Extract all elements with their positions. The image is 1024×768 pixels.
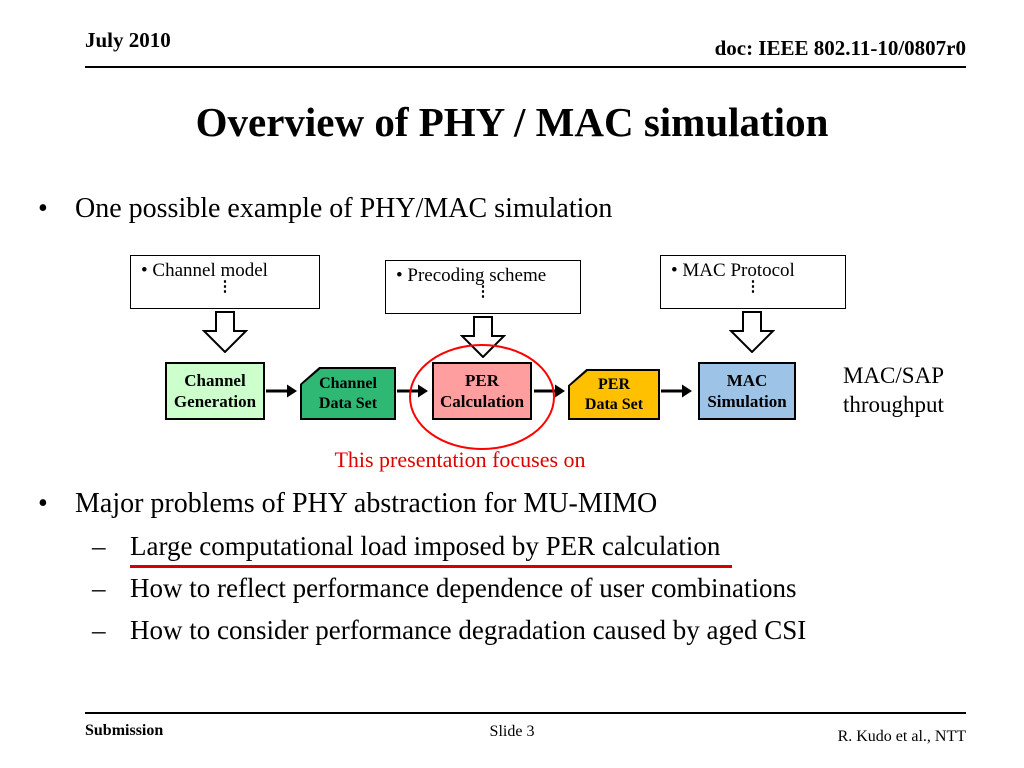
footer-authors: R. Kudo et al., NTT: [837, 728, 966, 745]
flow-box-label-line: Generation: [173, 392, 257, 411]
right-arrow-icon: [266, 384, 297, 398]
card-label-line: Data Set: [318, 394, 378, 412]
bullet-marker: •: [38, 488, 48, 519]
flow-box-label-line: Calculation: [439, 392, 525, 411]
dash-marker: –: [92, 615, 106, 645]
dash-marker: –: [92, 531, 106, 561]
footer-submission: Submission: [85, 722, 164, 739]
down-arrow-icon: [202, 311, 248, 353]
sub-bullet-2: – How to reflect performance dependence …: [92, 573, 796, 604]
card-fill: Channel Data Set: [302, 369, 394, 418]
bullet-text: One possible example of PHY/MAC simulati…: [75, 193, 613, 224]
card-fill: PER Data Set: [570, 371, 658, 418]
page-title: Overview of PHY / MAC simulation: [195, 99, 829, 145]
bullet-item-1: • One possible example of PHY/MAC simula…: [38, 193, 612, 225]
card-label-line: Data Set: [584, 395, 644, 413]
input-box-channel-model: • Channel model ⋮: [130, 255, 320, 309]
footer-slide-number: Slide 3: [489, 723, 535, 740]
output-label-line: MAC/SAP: [843, 363, 944, 388]
vertical-ellipsis: ⋮: [475, 284, 491, 300]
flow-box-channel-generation: Channel Generation: [165, 362, 265, 420]
input-box-label: • Channel model: [141, 260, 268, 281]
input-box-label: • MAC Protocol: [671, 260, 795, 281]
vertical-ellipsis: ⋮: [745, 279, 761, 295]
header-date: July 2010: [85, 28, 171, 52]
sub-bullet-3: – How to consider performance degradatio…: [92, 615, 806, 646]
card-per-data-set: PER Data Set: [568, 369, 660, 420]
input-box-precoding-scheme: • Precoding scheme ⋮: [385, 260, 581, 314]
header-rule: [85, 66, 966, 68]
right-arrow-icon: [534, 384, 565, 398]
sub-bullet-text: How to consider performance degradation …: [130, 615, 807, 645]
flow-box-mac-simulation: MAC Simulation: [698, 362, 796, 420]
input-box-mac-protocol: • MAC Protocol ⋮: [660, 255, 846, 309]
flow-box-label-line: Simulation: [707, 392, 787, 411]
right-arrow-icon: [397, 384, 428, 398]
output-label-line: throughput: [843, 391, 944, 417]
vertical-ellipsis: ⋮: [217, 279, 233, 295]
bullet-marker: •: [38, 193, 48, 224]
card-label-line: Channel: [319, 374, 377, 392]
flow-box-label-line: PER: [465, 370, 499, 390]
sub-bullet-text: How to reflect performance dependence of…: [130, 573, 797, 603]
output-label: MAC/SAP throughput: [843, 362, 944, 420]
focus-note: This presentation focuses on: [334, 447, 586, 472]
down-arrow-icon: [460, 316, 506, 358]
header-doc-number: doc: IEEE 802.11-10/0807r0: [714, 36, 966, 60]
sub-bullet-text-underlined: Large computational load imposed by PER …: [130, 531, 733, 568]
bullet-text: Major problems of PHY abstraction for MU…: [75, 488, 658, 519]
sub-bullet-1: – Large computational load imposed by PE…: [92, 531, 733, 568]
flow-box-per-calculation: PER Calculation: [432, 362, 532, 420]
footer-rule: [85, 712, 966, 714]
down-arrow-icon: [729, 311, 775, 353]
dash-marker: –: [92, 573, 106, 603]
input-box-label: • Precoding scheme: [396, 265, 547, 286]
card-channel-data-set: Channel Data Set: [300, 367, 396, 420]
flow-box-label-line: MAC: [726, 370, 768, 390]
flow-box-label-line: Channel: [184, 370, 246, 390]
bullet-item-2: • Major problems of PHY abstraction for …: [38, 488, 657, 520]
card-label-line: PER: [598, 375, 630, 393]
right-arrow-icon: [661, 384, 692, 398]
